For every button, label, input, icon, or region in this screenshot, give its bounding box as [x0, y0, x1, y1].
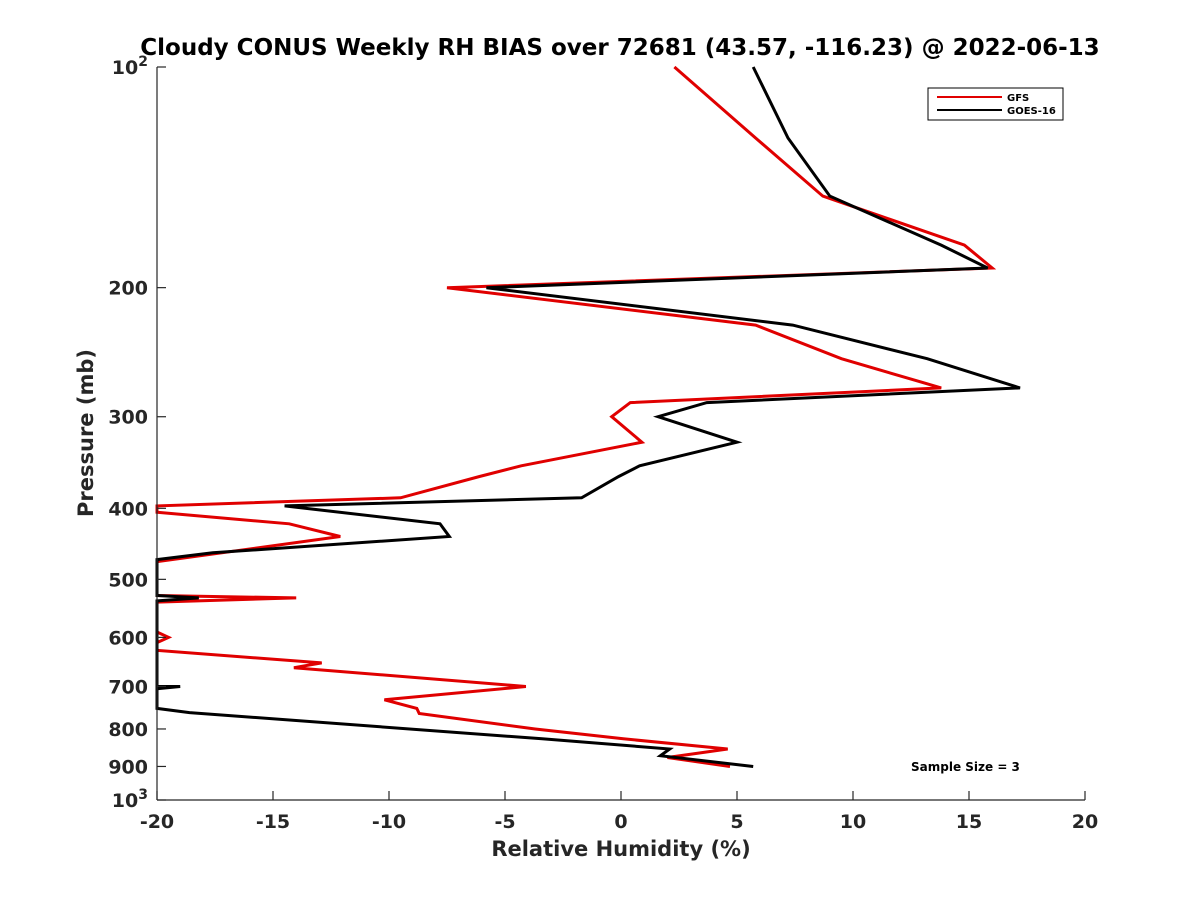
y-tick-label: 102: [112, 54, 148, 79]
y-tick-label: 800: [108, 719, 148, 741]
x-tick-label: 10: [840, 811, 866, 833]
sample-size-annotation: Sample Size = 3: [911, 760, 1020, 774]
x-tick-label: -5: [494, 811, 515, 833]
legend-label-goes16: GOES-16: [1007, 106, 1056, 117]
x-tick-label: 5: [730, 811, 743, 833]
y-axis-label: Pressure (mb): [74, 349, 98, 517]
x-tick-label: 15: [956, 811, 982, 833]
legend-box: [927, 87, 1064, 121]
chart-title: Cloudy CONUS Weekly RH BIAS over 72681 (…: [140, 35, 1099, 61]
y-tick-label: 200: [108, 278, 148, 300]
y-axis-ticks: 102 200 300 400 500 600 700 800 900 103: [108, 54, 166, 812]
x-tick-label: 20: [1072, 811, 1098, 833]
y-tick-label: 700: [108, 676, 148, 698]
x-axis-label: Relative Humidity (%): [491, 837, 750, 861]
y-tick-label: 103: [112, 787, 148, 812]
legend-label-gfs: GFS: [1007, 93, 1029, 104]
x-tick-label: -20: [140, 811, 174, 833]
x-tick-label: -10: [372, 811, 406, 833]
legend: GFS GOES-16: [927, 87, 1064, 121]
x-tick-label: 0: [614, 811, 627, 833]
x-tick-label: -15: [256, 811, 290, 833]
y-tick-label: 500: [108, 569, 148, 591]
y-tick-label: 600: [108, 627, 148, 649]
y-tick-label: 900: [108, 756, 148, 778]
plot-area: -20 -15 -10 -5 0 5 10 15 20 102 200 300 400 500 600 70…: [108, 54, 1098, 833]
x-axis-ticks: -20 -15 -10 -5 0 5 10 15 20: [140, 791, 1098, 833]
y-tick-label: 300: [108, 407, 148, 429]
y-tick-label: 400: [108, 498, 148, 520]
plot-background: [157, 67, 1085, 800]
